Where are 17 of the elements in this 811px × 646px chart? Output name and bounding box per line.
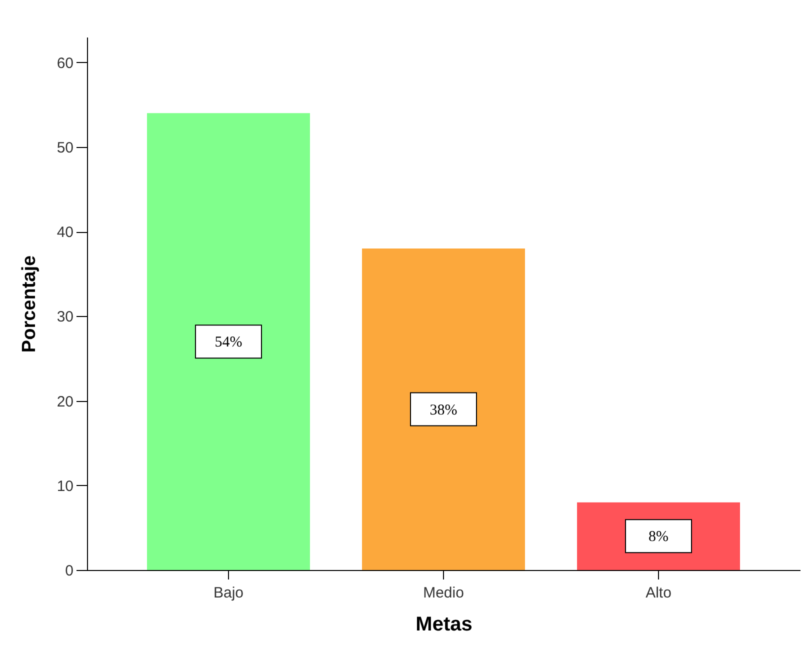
data-label: 8% (648, 529, 669, 546)
y-tick-label: 10 (56, 478, 74, 495)
bar (146, 113, 310, 570)
data-label: 38% (430, 402, 458, 418)
y-tick-label: 60 (56, 54, 74, 72)
x-tick-label: Medio (423, 584, 464, 602)
x-tick-label: Bajo (213, 584, 244, 602)
x-tick-label: Alto (646, 584, 672, 602)
y-tick-label: 20 (56, 393, 74, 410)
y-axis-title: Porcentaje (18, 255, 40, 353)
data-label: 54% (214, 334, 242, 351)
y-tick-label: 50 (56, 139, 74, 156)
x-axis-title: Metas (416, 614, 472, 636)
y-tick-label: 40 (56, 224, 74, 242)
y-tick-label: 30 (56, 308, 74, 326)
y-tick-label: 0 (65, 562, 74, 580)
bar (362, 248, 525, 570)
